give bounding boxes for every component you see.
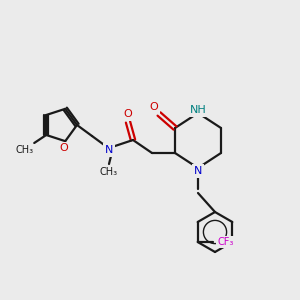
Text: O: O (59, 143, 68, 153)
Text: CF₃: CF₃ (218, 237, 234, 247)
Text: CH₃: CH₃ (15, 145, 33, 155)
Text: O: O (124, 109, 132, 119)
Text: N: N (105, 145, 113, 155)
Text: NH: NH (190, 105, 206, 115)
Text: CH₃: CH₃ (100, 167, 118, 177)
Text: O: O (150, 102, 158, 112)
Text: N: N (194, 166, 202, 176)
